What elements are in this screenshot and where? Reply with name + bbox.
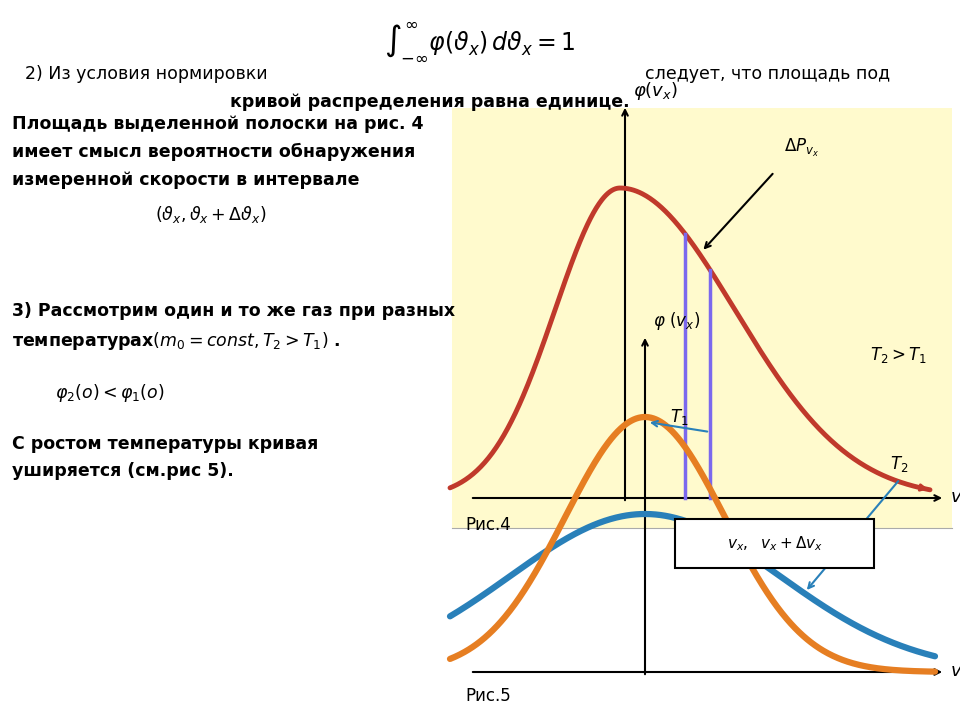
- Text: $T_1$: $T_1$: [670, 407, 688, 427]
- Text: имеет смысл вероятности обнаружения: имеет смысл вероятности обнаружения: [12, 143, 416, 161]
- Text: $\Delta P_{v_x}$: $\Delta P_{v_x}$: [784, 137, 820, 159]
- Text: $T_2>T_1$: $T_2>T_1$: [870, 345, 927, 365]
- Text: Рис.5: Рис.5: [465, 687, 511, 705]
- Text: $T_2$: $T_2$: [890, 454, 908, 474]
- Text: С ростом температуры кривая: С ростом температуры кривая: [12, 435, 319, 453]
- Text: уширяется (см.рис 5).: уширяется (см.рис 5).: [12, 462, 233, 480]
- Text: $v_x,\ \ v_x+\Delta v_x$: $v_x,\ \ v_x+\Delta v_x$: [727, 534, 823, 553]
- Text: следует, что площадь под: следует, что площадь под: [645, 65, 890, 83]
- Text: кривой распределения равна единице.: кривой распределения равна единице.: [230, 93, 630, 111]
- Text: 2) Из условия нормировки: 2) Из условия нормировки: [25, 65, 268, 83]
- Text: $\varphi\ (v_x)$: $\varphi\ (v_x)$: [653, 310, 700, 332]
- Text: Площадь выделенной полоски на рис. 4: Площадь выделенной полоски на рис. 4: [12, 115, 423, 133]
- Text: $\varphi_2(o) < \varphi_1(o)$: $\varphi_2(o) < \varphi_1(o)$: [55, 382, 164, 404]
- Text: измеренной скорости в интервале: измеренной скорости в интервале: [12, 171, 359, 189]
- Text: температурах$(m_0 = const, T_2 > T_1)$ .: температурах$(m_0 = const, T_2 > T_1)$ .: [12, 330, 341, 352]
- Text: Рис.4: Рис.4: [465, 516, 511, 534]
- Text: $\int_{-\infty}^{\infty} \varphi(\vartheta_x)\,d\vartheta_x = 1$: $\int_{-\infty}^{\infty} \varphi(\varthe…: [384, 20, 576, 63]
- Text: 3) Рассмотрим один и то же газ при разных: 3) Рассмотрим один и то же газ при разны…: [12, 302, 455, 320]
- Text: $v_x$: $v_x$: [950, 489, 960, 507]
- Text: $\varphi(v_x)$: $\varphi(v_x)$: [633, 80, 678, 102]
- Text: $(\vartheta_x,\vartheta_x + \Delta\vartheta_x)$: $(\vartheta_x,\vartheta_x + \Delta\varth…: [155, 204, 267, 225]
- Text: $v_x$: $v_x$: [950, 663, 960, 681]
- FancyBboxPatch shape: [675, 519, 874, 568]
- FancyBboxPatch shape: [452, 108, 952, 528]
